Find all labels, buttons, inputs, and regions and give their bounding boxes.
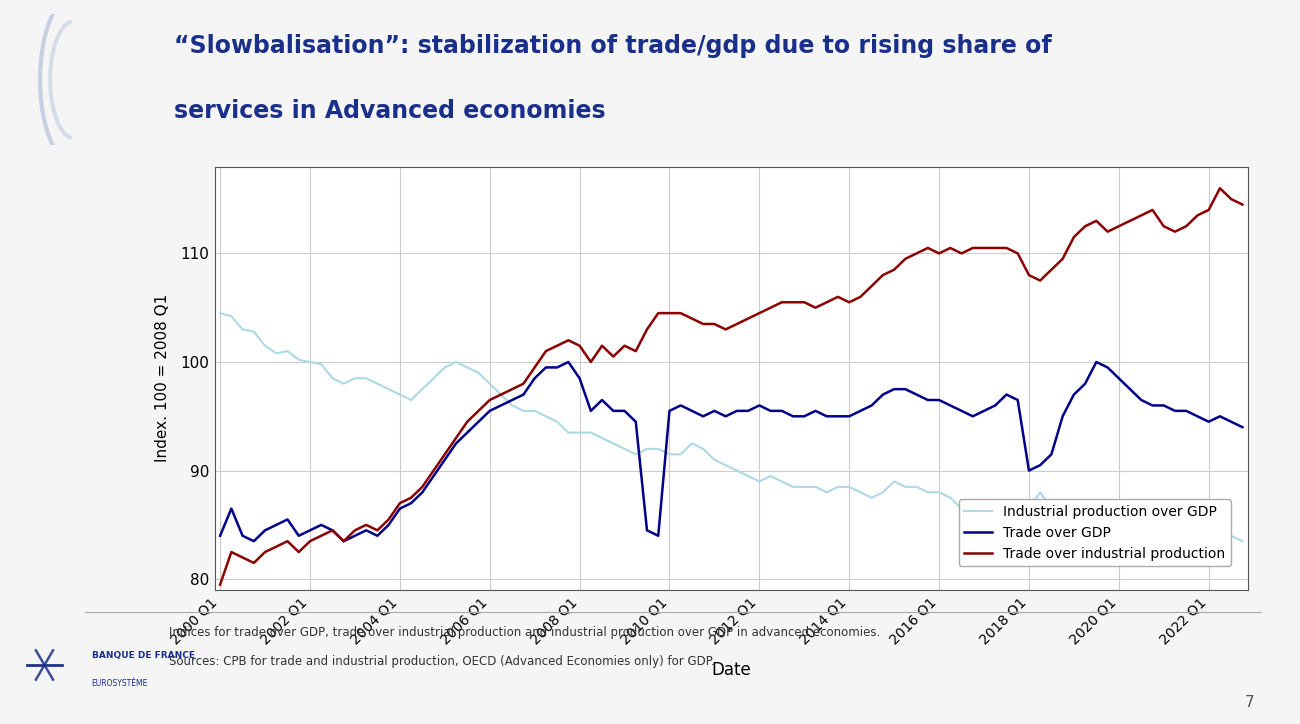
Industrial production over GDP xyxy=(212,309,227,318)
Text: EUROSYSTÈME: EUROSYSTÈME xyxy=(91,679,148,689)
X-axis label: Date: Date xyxy=(711,661,751,678)
Trade over industrial production xyxy=(965,243,980,253)
Trade over industrial production xyxy=(1032,276,1048,285)
Trade over GDP xyxy=(841,412,857,421)
Line: Trade over industrial production: Trade over industrial production xyxy=(220,188,1243,585)
Text: 7: 7 xyxy=(1245,694,1254,710)
Industrial production over GDP xyxy=(965,510,980,518)
Line: Trade over GDP: Trade over GDP xyxy=(220,362,1243,542)
Text: Indices for trade over GDP, trade over industrial production and industrial prod: Indices for trade over GDP, trade over i… xyxy=(169,626,880,639)
Industrial production over GDP xyxy=(819,488,835,497)
Line: Industrial production over GDP: Industrial production over GDP xyxy=(220,313,1243,542)
Industrial production over GDP xyxy=(1032,488,1048,497)
Text: services in Advanced economies: services in Advanced economies xyxy=(174,99,606,123)
Trade over GDP xyxy=(1044,450,1060,459)
Trade over industrial production xyxy=(1020,271,1036,279)
Trade over GDP xyxy=(1235,423,1251,432)
Industrial production over GDP xyxy=(1066,526,1082,534)
Industrial production over GDP xyxy=(1235,537,1251,546)
Industrial production over GDP xyxy=(1088,537,1104,546)
Trade over GDP xyxy=(988,401,1004,410)
Trade over industrial production xyxy=(819,298,835,307)
Text: BANQUE DE FRANCE: BANQUE DE FRANCE xyxy=(91,651,195,660)
Trade over GDP xyxy=(1054,412,1070,421)
Trade over industrial production xyxy=(1212,184,1227,193)
Trade over industrial production xyxy=(1010,249,1026,258)
Trade over GDP xyxy=(560,358,576,366)
Text: “Slowbalisation”: stabilization of trade/gdp due to rising share of: “Slowbalisation”: stabilization of trade… xyxy=(174,34,1052,58)
Trade over GDP xyxy=(212,531,227,540)
Trade over industrial production xyxy=(1235,200,1251,209)
Trade over industrial production xyxy=(1066,233,1082,242)
Trade over GDP xyxy=(246,537,261,546)
Trade over industrial production xyxy=(212,581,227,589)
Trade over GDP xyxy=(1032,461,1048,470)
Industrial production over GDP xyxy=(1020,504,1036,513)
Text: Sources: CPB for trade and industrial production, OECD (Advanced Economies only): Sources: CPB for trade and industrial pr… xyxy=(169,655,715,668)
Trade over GDP xyxy=(1088,358,1104,366)
Industrial production over GDP xyxy=(1010,515,1026,524)
Y-axis label: Index. 100 = 2008 Q1: Index. 100 = 2008 Q1 xyxy=(155,294,170,463)
Legend: Industrial production over GDP, Trade over GDP, Trade over industrial production: Industrial production over GDP, Trade ov… xyxy=(958,499,1231,566)
